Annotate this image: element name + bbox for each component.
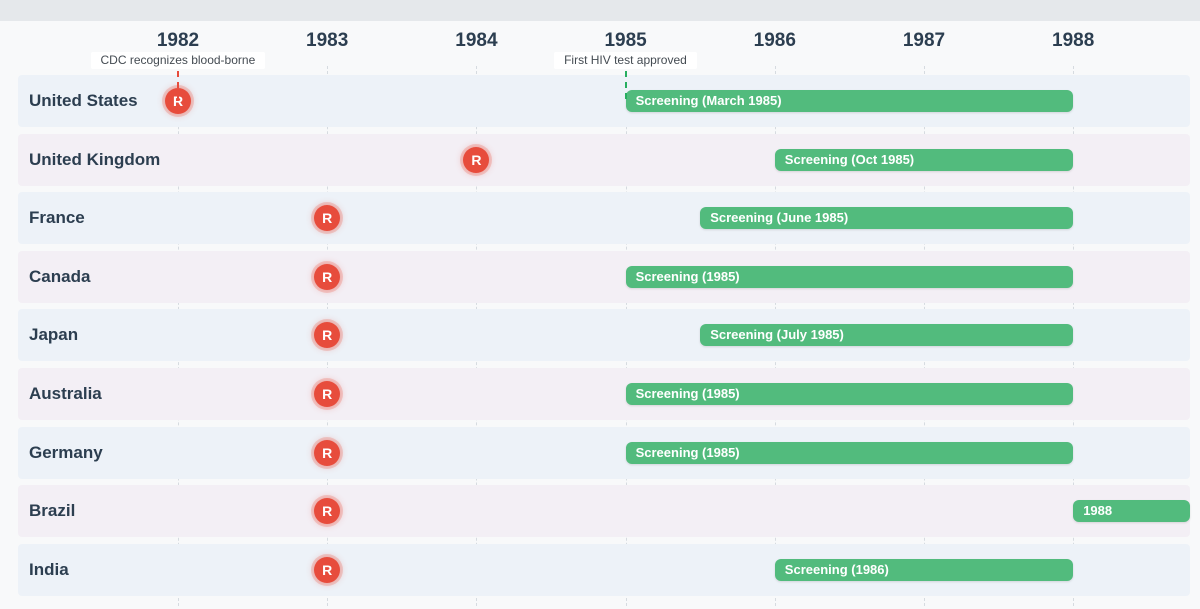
- screening-bar: Screening (March 1985): [625, 90, 1074, 112]
- recognition-marker: R: [314, 322, 341, 349]
- year-axis-label: 1987: [902, 30, 946, 51]
- recognition-marker: R: [463, 146, 490, 173]
- country-label: Australia: [29, 384, 102, 403]
- country-label: United States: [29, 91, 138, 110]
- event-connector: [624, 71, 627, 99]
- country-label: Canada: [29, 266, 91, 286]
- country-label: United Kingdom: [29, 149, 161, 169]
- screening-bar: Screening (June 1985): [700, 207, 1074, 230]
- recognition-marker: R: [314, 498, 341, 525]
- screening-bar: 1988: [1073, 500, 1190, 523]
- recognition-marker: R: [314, 381, 341, 407]
- timeline-row: Brazil: [18, 485, 1190, 538]
- top-strip: [0, 0, 1200, 21]
- event-annotation: CDC recognizes blood-borne: [90, 52, 266, 69]
- year-axis-label: 1986: [753, 30, 796, 51]
- recognition-marker: R: [314, 205, 341, 232]
- screening-bar: Screening (1985): [625, 383, 1074, 405]
- screening-bar: Screening (July 1985): [700, 324, 1074, 347]
- country-label: Brazil: [29, 501, 76, 521]
- screening-bar: Screening (1985): [625, 441, 1074, 464]
- country-label: Germany: [29, 442, 103, 462]
- year-axis-label: 1983: [306, 30, 349, 51]
- screening-bar: Screening (1985): [625, 265, 1074, 288]
- recognition-marker: R: [314, 556, 341, 583]
- year-axis-label: 1984: [455, 30, 498, 51]
- screening-bar: Screening (1986): [774, 558, 1074, 581]
- country-label: India: [29, 559, 69, 579]
- event-connector: [177, 71, 179, 99]
- year-axis-label: 1988: [1052, 30, 1095, 51]
- recognition-marker: R: [314, 263, 341, 290]
- country-label: Japan: [29, 325, 79, 345]
- screening-bar: Screening (Oct 1985): [774, 148, 1074, 171]
- country-label: France: [29, 208, 85, 228]
- year-axis-label: 1985: [604, 30, 647, 51]
- recognition-marker: R: [314, 439, 341, 466]
- event-annotation: First HIV test approved: [554, 52, 697, 69]
- year-axis-label: 1982: [156, 30, 200, 51]
